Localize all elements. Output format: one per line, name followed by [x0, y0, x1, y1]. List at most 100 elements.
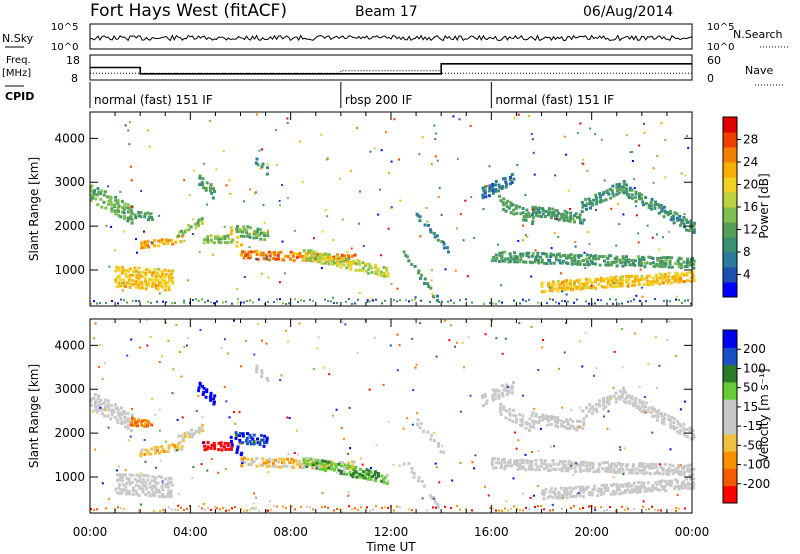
noise-cell	[441, 445, 444, 448]
scatter-cell	[597, 470, 601, 474]
scatter-cell	[615, 470, 619, 474]
noise-cell	[577, 492, 580, 495]
scatter-cell	[483, 189, 487, 193]
scatter-cell	[545, 252, 549, 256]
scatter-cell	[554, 287, 558, 291]
date-label: 06/Aug/2014	[583, 4, 673, 20]
noise-cell	[94, 322, 97, 325]
scatter-cell	[131, 273, 135, 277]
noise-cell	[675, 355, 678, 358]
ground-scatter-cell	[93, 300, 95, 303]
scatter-cell	[148, 485, 152, 489]
scatter-cell	[194, 429, 198, 433]
scatter-cell	[166, 242, 170, 246]
scatter-cell	[308, 259, 312, 263]
scatter-cell	[534, 258, 538, 261]
scatter-cell	[289, 257, 292, 261]
scatter-cell	[553, 418, 557, 422]
scatter-cell	[153, 267, 157, 271]
noise-cell	[192, 169, 195, 172]
scatter-cell	[581, 488, 585, 492]
scatter-cell	[614, 275, 618, 279]
scatter-cell	[647, 255, 651, 259]
scatter-cell	[418, 426, 422, 430]
scatter-cell	[617, 191, 621, 195]
scatter-cell	[273, 253, 277, 257]
scatter-cell	[491, 183, 495, 186]
noise-cell	[638, 385, 641, 388]
scatter-cell	[637, 485, 641, 489]
scatter-cell	[262, 461, 266, 465]
scatter-cell	[579, 259, 583, 263]
scatter-cell	[503, 467, 507, 471]
scatter-cell	[640, 275, 644, 278]
scatter-cell	[601, 461, 605, 465]
noise-cell	[430, 269, 433, 272]
scatter-cell	[645, 261, 649, 265]
scatter-cell	[632, 490, 636, 493]
scatter-cell	[158, 281, 161, 284]
scatter-cell	[569, 466, 573, 470]
scatter-cell	[559, 496, 563, 500]
scatter-cell	[143, 215, 147, 219]
scatter-cell	[342, 470, 346, 474]
scatter-cell	[151, 484, 155, 488]
noise-cell	[430, 163, 433, 166]
scatter-cell	[509, 255, 513, 259]
noise-cell	[155, 466, 157, 469]
scatter-cell	[644, 202, 648, 205]
scatter-cell	[265, 172, 269, 176]
scatter-cell	[157, 490, 161, 494]
scatter-cell	[423, 281, 426, 285]
scatter-cell	[488, 194, 491, 198]
scatter-cell	[642, 277, 646, 281]
colorbar-tick-label: -50	[743, 438, 763, 452]
scatter-cell	[260, 371, 264, 375]
noise-cell	[456, 341, 458, 344]
scatter-cell	[635, 406, 639, 410]
ground-scatter-cell	[192, 298, 194, 301]
scatter-cell	[134, 282, 137, 286]
scatter-cell	[587, 256, 591, 260]
noise-cell	[104, 362, 106, 365]
scatter-cell	[129, 423, 133, 427]
scatter-cell	[635, 275, 639, 279]
scatter-cell	[154, 283, 158, 287]
ground-scatter-cell	[297, 300, 299, 303]
scatter-cell	[593, 484, 596, 488]
scatter-cell	[558, 217, 562, 221]
scatter-cell	[577, 215, 581, 219]
scatter-cell	[503, 250, 507, 254]
scatter-cell	[96, 187, 100, 191]
noise-cell	[117, 465, 120, 468]
ground-scatter-cell	[588, 302, 590, 305]
scatter-cell	[126, 203, 130, 207]
scatter-cell	[167, 480, 171, 484]
scatter-cell	[513, 459, 517, 463]
scatter-cell	[503, 461, 507, 465]
scatter-cell	[153, 281, 157, 285]
noise-cell	[621, 366, 624, 369]
noise-cell	[514, 431, 517, 434]
scatter-cell	[146, 211, 150, 215]
noise-cell	[107, 185, 110, 188]
noise-cell	[176, 418, 179, 421]
scatter-cell	[611, 184, 615, 188]
scatter-cell	[573, 262, 577, 266]
scatter-cell	[213, 444, 217, 448]
scatter-cell	[135, 274, 139, 278]
scatter-cell	[115, 479, 119, 482]
scatter-cell	[318, 252, 322, 256]
scatter-cell	[110, 413, 114, 417]
scatter-cell	[435, 294, 439, 298]
noise-cell	[255, 258, 258, 260]
colorbar-swatch	[723, 330, 737, 348]
scatter-cell	[146, 450, 150, 453]
noise-cell	[537, 484, 540, 487]
scatter-cell	[147, 421, 151, 425]
noise-cell	[144, 460, 147, 463]
scatter-cell	[140, 282, 144, 286]
scatter-cell	[267, 457, 271, 461]
scatter-cell	[580, 287, 584, 291]
